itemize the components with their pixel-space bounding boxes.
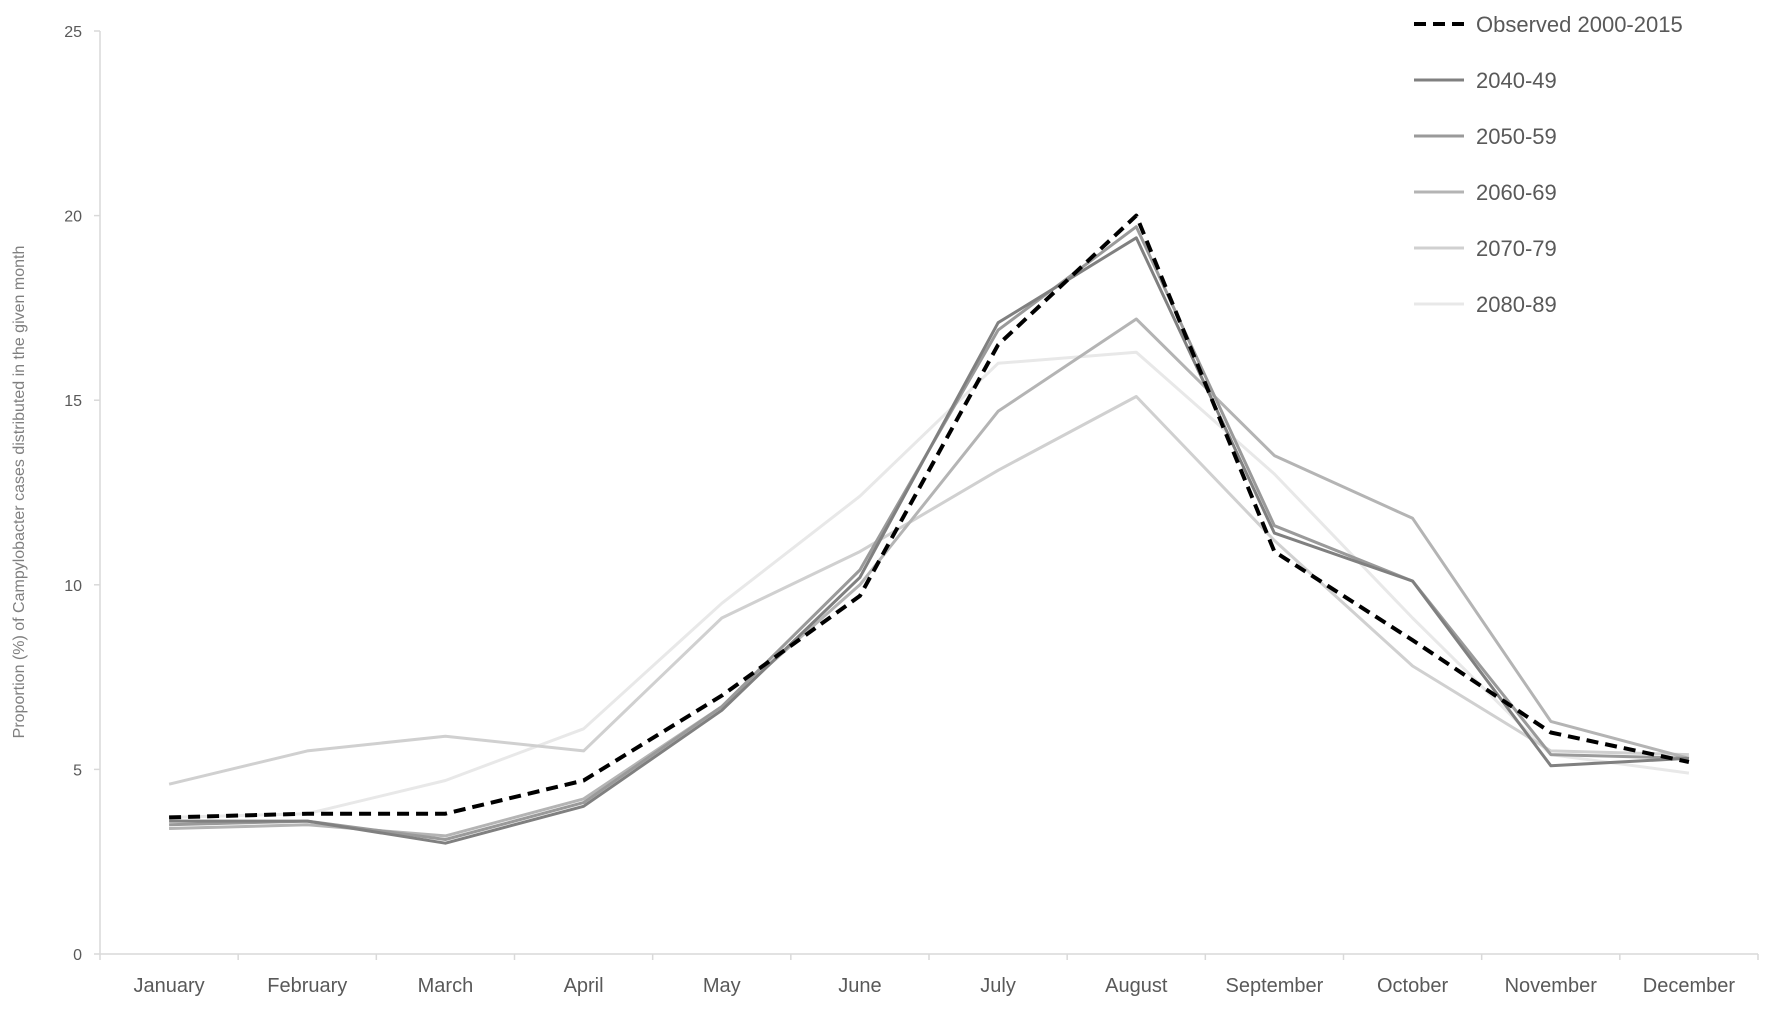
x-tick-label: July [980,975,1016,997]
x-tick-label: December [1643,975,1736,997]
y-tick-label: 10 [64,578,82,595]
x-tick-label: October [1377,975,1448,997]
legend-label: 2050-59 [1476,124,1557,149]
x-tick-label: August [1105,975,1168,997]
y-ticks: 0 5 10 15 20 25 [64,24,100,964]
series-line-2040-49 [169,236,1689,845]
legend-label: 2060-69 [1476,180,1557,205]
series-line-2050-59 [169,225,1689,841]
legend-label: 2070-79 [1476,236,1557,261]
x-ticks: January February March April May June July Augu… [99,954,1759,997]
y-axis-title: Proportion (%) of Campylobacter cases di… [11,246,28,739]
x-tick-label: September [1225,975,1323,997]
x-tick-label: April [564,975,604,997]
series-lines [168,213,1690,845]
y-tick-label: 20 [64,209,82,226]
x-tick-label: June [838,975,881,997]
x-tick-label: November [1505,975,1598,997]
series-line-2060-69 [169,317,1690,838]
legend: Observed 2000-2015 2040-49 2050-59 2060-69 2… [1414,12,1683,317]
legend-label: 2080-89 [1476,292,1557,317]
y-tick-label: 0 [73,947,82,964]
x-tick-label: February [267,975,347,997]
y-tick-label: 25 [64,24,82,41]
legend-label: 2040-49 [1476,68,1557,93]
y-tick-label: 15 [64,393,82,410]
x-tick-label: January [134,975,205,997]
x-tick-label: May [703,975,741,997]
series-line-observed-2000-2015 [169,213,1690,820]
series-line-2070-79 [168,395,1689,786]
series-line-2080-89 [169,350,1690,819]
x-tick-label: March [418,975,474,997]
legend-label: Observed 2000-2015 [1476,12,1683,37]
y-tick-label: 5 [73,762,82,779]
